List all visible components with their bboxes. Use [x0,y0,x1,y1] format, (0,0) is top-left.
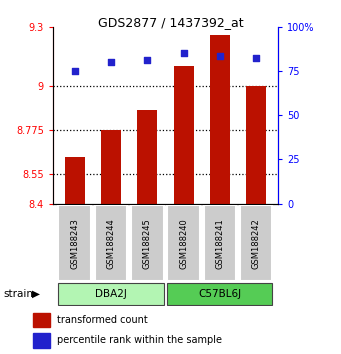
Bar [33,313,50,327]
Bar [33,333,50,348]
Point [181,50,186,56]
Text: C57BL6J: C57BL6J [198,289,241,299]
Bar [65,157,85,204]
Bar [101,130,121,204]
Text: ▶: ▶ [32,289,40,299]
Point [108,59,114,65]
Bar [58,205,91,281]
Bar [94,205,127,281]
Point [217,53,223,58]
Text: GSM188243: GSM188243 [70,218,79,269]
Point [253,56,259,61]
Bar [167,205,200,281]
Text: GSM188241: GSM188241 [215,218,224,269]
Point [145,57,150,63]
Text: DBA2J: DBA2J [95,289,127,299]
Bar [246,86,266,204]
Text: strain: strain [3,289,33,299]
Text: GSM188242: GSM188242 [252,218,261,269]
Bar [174,66,194,204]
Text: GSM188244: GSM188244 [106,218,116,269]
Bar [210,35,230,204]
Text: percentile rank within the sample: percentile rank within the sample [57,335,222,345]
Text: GDS2877 / 1437392_at: GDS2877 / 1437392_at [98,16,243,29]
Text: GSM188245: GSM188245 [143,218,152,269]
Point [72,68,77,74]
Bar [204,205,236,281]
Bar [131,205,164,281]
Bar [58,283,164,305]
Bar [240,205,272,281]
Text: GSM188240: GSM188240 [179,218,188,269]
Text: transformed count: transformed count [57,315,148,325]
Bar [137,110,157,204]
Bar [167,283,272,305]
